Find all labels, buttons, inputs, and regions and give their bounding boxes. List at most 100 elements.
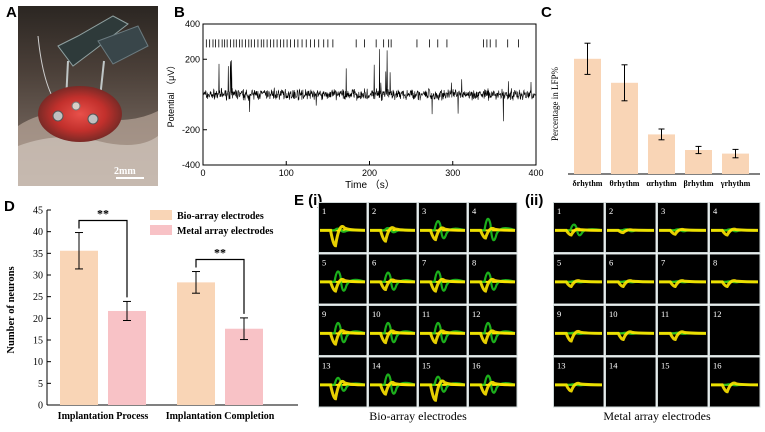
yellow-waveform: [711, 227, 759, 237]
yellow-waveform: [711, 279, 759, 288]
spike-tile: 13: [553, 356, 605, 408]
yellow-waveform: [320, 278, 366, 293]
panel-label-c: C: [541, 4, 552, 21]
chart-d-ytick-label: 20: [33, 314, 43, 325]
tile-number: 16: [472, 361, 481, 371]
spike-tile: 8: [709, 253, 761, 305]
chart-d-ytick-label: 5: [38, 379, 43, 390]
grid-metal-array: 1 2 3 4 5 6 7 8 9 10 11 12 13 14 15 16: [553, 202, 761, 408]
spike-tile: 9: [553, 305, 605, 356]
chart-d-ytick-label: 0: [38, 401, 43, 412]
chart-d-yticks: 0 5 10 15 20 25 30 35 40 45: [33, 206, 51, 412]
legend-swatch: [150, 210, 172, 220]
spike-tile: 1: [318, 202, 368, 253]
yellow-waveform: [555, 227, 603, 237]
grid-bio-array: 1 2 3 4 5 6 7 8 9 10 11 12 13 14 15 16: [318, 202, 518, 408]
tile-number: 2: [372, 206, 376, 216]
chart-c-ylabel: Percentage in LFP%: [550, 67, 560, 141]
spike-tile: 3: [418, 202, 468, 253]
chart-d: 0 5 10 15 20 25 30 35 40 45 ** Implantation Proces…: [0, 200, 300, 427]
chart-c-category-label: θrhythm: [610, 179, 640, 188]
tile-frame: [605, 202, 657, 253]
chart-d-category-label: Implantation Process: [58, 411, 149, 422]
spike-tile: 11: [418, 305, 468, 356]
chart-c-bars: δrhythm θrhythm αrhythm βrhythm γrhythm: [573, 42, 751, 188]
significance-bracket: [78, 219, 128, 298]
spike-tile: 4: [468, 202, 518, 253]
spike-tile: 6: [605, 253, 657, 305]
tile-frame: [709, 305, 761, 356]
yellow-waveform: [470, 381, 516, 396]
tile-number: 10: [372, 309, 381, 319]
chart-c-bar: [722, 153, 749, 174]
tile-frame: [605, 253, 657, 305]
spike-raster: [205, 39, 519, 48]
spike-tile: 10: [368, 305, 418, 356]
chart-d-legend: Bio-array electrodes Metal array electrod…: [150, 210, 274, 237]
spike-tile: 15: [657, 356, 709, 408]
tile-frame: [553, 253, 605, 305]
tile-frame: [605, 305, 657, 356]
yellow-waveform: [420, 226, 466, 242]
spike-tile: 16: [709, 356, 761, 408]
chart-b-xtick-label: 300: [445, 168, 460, 178]
tile-number: 3: [422, 206, 426, 216]
yellow-waveform: [370, 278, 416, 292]
tile-number: 5: [557, 258, 561, 268]
tile-number: 3: [661, 206, 665, 216]
spike-tile: 12: [709, 305, 761, 356]
tile-frame: [553, 202, 605, 253]
chart-d-ytick-label: 25: [33, 292, 43, 303]
chart-b-ylabel: Potential （μV）: [166, 61, 176, 128]
chart-b-xtick-label: 0: [200, 168, 205, 178]
chart-d-bars: ** Implantation Process ** Implantation Com…: [58, 207, 275, 422]
tile-number: 6: [372, 258, 376, 268]
tile-number: 16: [713, 361, 722, 371]
yellow-waveform: [320, 329, 366, 346]
spike-tile: 9: [318, 305, 368, 356]
chart-c-category-label: γrhythm: [720, 179, 751, 188]
spike-tile: 15: [418, 356, 468, 408]
yellow-waveform: [420, 379, 466, 402]
tile-number: 14: [372, 361, 381, 371]
yellow-waveform: [420, 329, 466, 345]
spike-tile: 5: [318, 253, 368, 305]
chart-d-bar: [60, 250, 98, 405]
tile-number: 8: [713, 258, 717, 268]
yellow-waveform: [555, 329, 603, 343]
chart-d-ylabel: Number of neurons: [6, 266, 17, 353]
spike-tile: 4: [709, 202, 761, 253]
spike-tile: 6: [368, 253, 418, 305]
tile-frame: [709, 253, 761, 305]
spike-tile: 8: [468, 253, 518, 305]
tile-frame: [368, 356, 418, 408]
chart-b-xtick-label: 400: [528, 168, 543, 178]
yellow-waveform: [370, 381, 416, 396]
scale-bar-label: 2mm: [114, 166, 136, 177]
yellow-waveform: [470, 226, 516, 240]
tile-number: 12: [713, 309, 722, 319]
spike-tile: 2: [605, 202, 657, 253]
chart-c-category-label: δrhythm: [573, 179, 603, 188]
panel-label-d: D: [4, 198, 15, 215]
chart-b-ytick-label: 200: [185, 54, 200, 64]
tile-number: 12: [472, 309, 481, 319]
tile-number: 7: [661, 258, 665, 268]
tile-number: 4: [472, 206, 477, 216]
tile-number: 9: [322, 309, 326, 319]
spike-tile: 14: [368, 356, 418, 408]
significance-marker: **: [97, 207, 109, 221]
legend-label: Bio-array electrodes: [177, 211, 264, 222]
spike-tile: 7: [657, 253, 709, 305]
spike-tile: 16: [468, 356, 518, 408]
yellow-waveform: [555, 381, 603, 393]
grid-metal-caption: Metal array electrodes: [603, 409, 711, 423]
tile-number: 15: [661, 361, 670, 371]
chart-b-xlabel: Time （s）: [345, 179, 395, 191]
chart-d-ytick-label: 40: [33, 227, 43, 238]
chart-c-bar: [648, 134, 675, 174]
spike-tile: 7: [418, 253, 468, 305]
legend-swatch: [150, 225, 172, 235]
tile-number: 13: [557, 361, 566, 371]
spike-tile: 14: [605, 356, 657, 408]
